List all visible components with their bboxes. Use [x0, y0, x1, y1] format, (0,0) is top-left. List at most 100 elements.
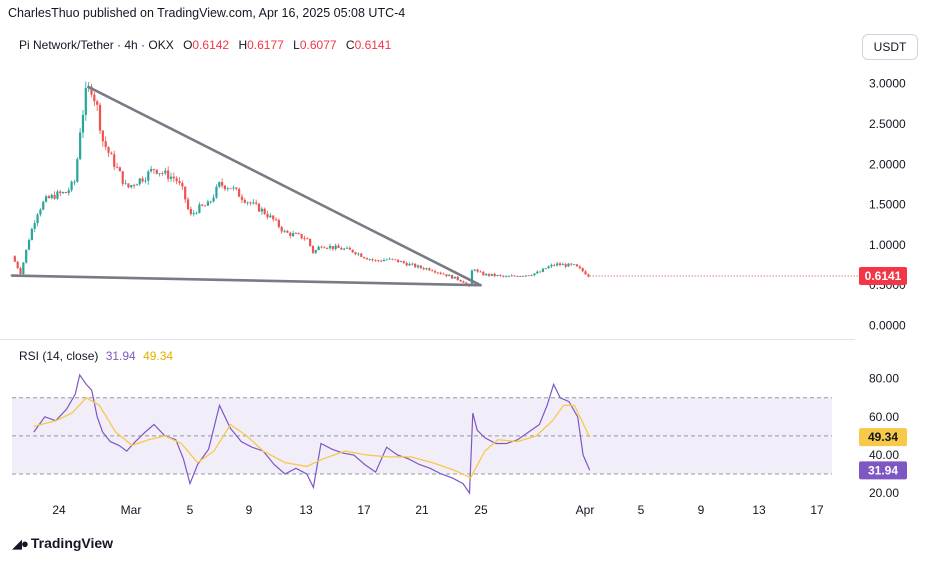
candle-body [192, 213, 195, 215]
candle-body [277, 220, 280, 228]
candle-body [255, 202, 258, 204]
x-tick-label: 9 [246, 503, 253, 517]
candle-body [178, 181, 181, 184]
candle-body [19, 268, 22, 275]
candle-body [269, 215, 272, 218]
candle-body [374, 260, 377, 261]
rsi-ma-legend-value: 49.34 [143, 349, 174, 363]
candle-body [493, 273, 496, 277]
candle-body [553, 264, 556, 266]
rsi-pane: 80.00 60.00 40.00 20.00 [12, 372, 899, 500]
symbol-name[interactable]: Pi Network/Tether · 4h · OKX [19, 38, 174, 52]
candle-body [391, 258, 394, 260]
candle-body [266, 213, 269, 218]
candle-body [30, 228, 33, 241]
candle-body [186, 199, 190, 210]
candle-body [121, 171, 124, 184]
candle-body [473, 269, 476, 271]
candle-body [209, 201, 212, 203]
currency-button[interactable]: USDT [862, 34, 918, 60]
candle-body [283, 230, 286, 232]
price-tick-label: 1.5000 [869, 198, 906, 212]
candle-body [36, 214, 39, 224]
candle-body [564, 264, 567, 267]
candle-body [450, 274, 454, 279]
candle-body [536, 271, 539, 274]
candle-body [496, 275, 499, 277]
footer-brand: TradingView [30, 535, 114, 551]
x-tick-label: 21 [415, 503, 429, 517]
low-value: 0.6077 [299, 38, 337, 52]
candle-body [476, 269, 479, 272]
candle-body [70, 181, 73, 191]
candle-body [223, 185, 227, 190]
candle-body [175, 178, 178, 182]
candle-body [354, 252, 357, 255]
candle-body [527, 275, 530, 277]
candle-body [218, 182, 221, 187]
candle-body [377, 260, 380, 262]
candle-body [113, 154, 116, 167]
candle-body [587, 274, 590, 277]
trendlines [10, 85, 482, 287]
candle-body [541, 268, 545, 272]
candle-body [405, 262, 408, 266]
candle-body [351, 249, 354, 253]
candle-body [184, 186, 187, 200]
candle-body [130, 185, 133, 188]
candle-body [547, 266, 550, 269]
candle-body [98, 104, 102, 131]
candle-body [411, 263, 414, 265]
candle-body [482, 271, 485, 276]
tv-logo-icon: ◢● [12, 536, 29, 551]
candle-body [431, 270, 434, 272]
candle-body [379, 260, 383, 262]
rsi-tick-label: 40.00 [869, 448, 899, 462]
rsi-title[interactable]: RSI (14, close) [19, 349, 99, 363]
tradingview-logo[interactable]: ◢● TradingView [12, 535, 113, 552]
high-value: 0.6177 [247, 38, 284, 52]
candle-body [314, 250, 317, 253]
candle-body [226, 188, 229, 190]
price-tick-label: 3.0000 [869, 77, 906, 91]
candle-body [570, 263, 573, 265]
candle-body [309, 238, 312, 246]
candle-body [167, 170, 170, 179]
candle-body [371, 259, 374, 261]
candle-body [337, 245, 340, 248]
rsi-line [33, 373, 591, 495]
symbol-legend: Pi Network/Tether · 4h · OKX O0.6142 H0.… [19, 38, 391, 52]
candle-body [172, 176, 175, 179]
candle-body [428, 268, 431, 271]
rsi-tick-label: 80.00 [869, 372, 899, 386]
candle-body [388, 258, 391, 260]
candle-body [368, 259, 371, 260]
candle-body [521, 276, 525, 277]
candle-body [280, 227, 283, 232]
rsi-tick-label: 60.00 [869, 410, 899, 424]
candle-body [456, 276, 459, 280]
candle-body [502, 275, 505, 277]
candle-body [104, 141, 107, 148]
candle-body [127, 183, 130, 188]
candle-body [306, 238, 309, 240]
candle-body [320, 246, 323, 248]
candle-body [348, 247, 351, 250]
candle-body [408, 263, 411, 266]
x-tick-label: 24 [52, 503, 66, 517]
candle-body [33, 223, 36, 229]
candle-body [561, 264, 564, 266]
candle-body [64, 192, 68, 194]
candle-body [90, 86, 93, 95]
price-candles [13, 81, 858, 288]
candle-body [16, 261, 19, 269]
publisher-header: CharlesThuo published on TradingView.com… [8, 6, 406, 20]
candle-body [152, 168, 156, 170]
price-tick-label: 1.0000 [869, 238, 906, 252]
candle-body [530, 275, 533, 277]
rsi-ma-line [33, 396, 591, 479]
candle-body [118, 167, 121, 172]
candle-body [357, 253, 360, 255]
candle-body [84, 87, 87, 115]
